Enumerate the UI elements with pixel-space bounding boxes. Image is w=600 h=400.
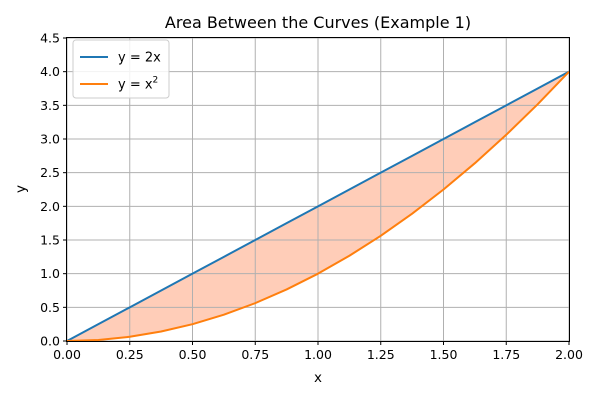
legend-label-x2: y = x2 <box>118 76 158 93</box>
legend-label-x2-superscript: 2 <box>153 76 159 86</box>
x-tick-label: 0.00 <box>53 347 81 362</box>
x-axis-ticks: 0.00 0.25 0.50 0.75 1.00 1.25 1.50 1.75 2.00 <box>53 341 583 362</box>
series-layer <box>66 70 570 342</box>
y-axis-label: y <box>13 185 29 193</box>
y-tick-label: 1.5 <box>40 233 60 248</box>
y-tick-label: 3.0 <box>40 132 60 147</box>
legend-label-2x: y = 2x <box>118 51 161 66</box>
y-tick-label: 3.5 <box>40 98 60 113</box>
x-tick-label: 0.75 <box>241 347 269 362</box>
x-tick-label: 1.25 <box>367 347 395 362</box>
x-tick-label: 0.50 <box>179 347 207 362</box>
y-tick-label: 4.5 <box>40 31 60 46</box>
x-tick-label: 0.25 <box>116 347 144 362</box>
chart-title: Area Between the Curves (Example 1) <box>165 13 471 32</box>
x-tick-label: 2.00 <box>555 347 583 362</box>
legend-label-x2-base: y = x <box>118 78 153 93</box>
y-tick-label: 4.0 <box>40 64 60 79</box>
x-axis-label: x <box>314 370 322 386</box>
y-tick-label: 2.0 <box>40 199 60 214</box>
y-tick-label: 2.5 <box>40 165 60 180</box>
x-tick-label: 1.75 <box>492 347 520 362</box>
series-line-x-squared <box>66 70 570 342</box>
y-axis-ticks: 0.0 0.5 1.0 1.5 2.0 2.5 3.0 3.5 4.0 4.5 <box>40 31 67 349</box>
x-tick-label: 1.00 <box>304 347 332 362</box>
x-tick-label: 1.50 <box>430 347 458 362</box>
legend: y = 2x y = x2 <box>72 39 170 99</box>
y-tick-label: 0.0 <box>40 334 60 349</box>
series-line-2x <box>66 70 570 342</box>
y-tick-label: 0.5 <box>40 300 60 315</box>
y-tick-label: 1.0 <box>40 266 60 281</box>
